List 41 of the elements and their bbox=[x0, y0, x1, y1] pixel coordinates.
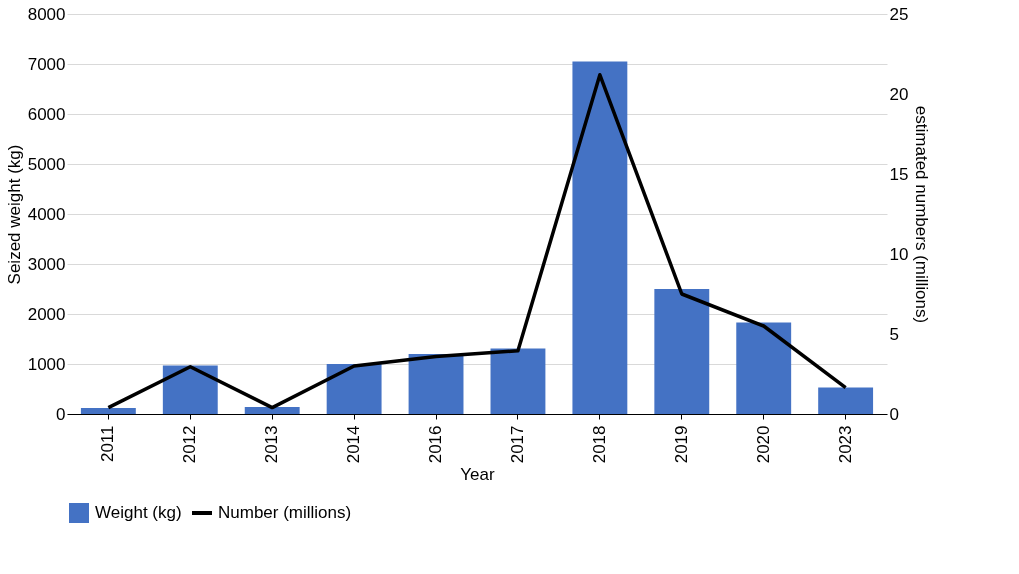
y2-tick-label: 25 bbox=[889, 4, 909, 24]
y2-tick-label: 15 bbox=[889, 164, 909, 184]
bar bbox=[490, 348, 546, 414]
bar bbox=[408, 354, 464, 414]
x-tick-label: 2017 bbox=[507, 425, 527, 464]
x-tick-label: 2019 bbox=[671, 425, 691, 464]
legend-label: Weight (kg) bbox=[95, 503, 182, 522]
bar bbox=[162, 365, 218, 414]
bar bbox=[654, 289, 710, 414]
bar bbox=[244, 407, 300, 414]
bar bbox=[818, 387, 874, 414]
x-axis-title: Year bbox=[460, 465, 496, 485]
y-tick-label: 3000 bbox=[27, 254, 66, 274]
bar bbox=[736, 322, 792, 414]
x-tick-label: 2011 bbox=[98, 425, 118, 463]
bar bbox=[326, 364, 382, 414]
y2-tick-label: 5 bbox=[889, 324, 899, 344]
y-tick-label: 0 bbox=[56, 404, 66, 424]
y-tick-label: 7000 bbox=[27, 54, 66, 74]
y2-tick-label: 10 bbox=[889, 244, 909, 264]
y2-axis-title: estimated numbers (millions) bbox=[912, 105, 932, 324]
x-tick-label: 2020 bbox=[753, 425, 773, 464]
y-tick-label: 5000 bbox=[27, 154, 66, 174]
y2-tick-label: 0 bbox=[889, 404, 899, 424]
x-tick-label: 2014 bbox=[344, 425, 364, 464]
y-tick-label: 2000 bbox=[27, 304, 66, 324]
y-tick-label: 4000 bbox=[27, 204, 66, 224]
x-tick-label: 2016 bbox=[426, 425, 446, 464]
y-tick-label: 1000 bbox=[27, 354, 66, 374]
x-tick-label: 2023 bbox=[835, 425, 855, 464]
y2-tick-label: 20 bbox=[889, 84, 909, 104]
y-tick-label: 8000 bbox=[27, 4, 66, 24]
bar bbox=[80, 408, 136, 414]
y-tick-label: 6000 bbox=[27, 104, 66, 124]
x-tick-label: 2013 bbox=[262, 425, 282, 464]
x-tick-label: 2018 bbox=[589, 425, 609, 464]
y-axis-title: Seized weight (kg) bbox=[4, 144, 24, 285]
x-tick-label: 2012 bbox=[180, 425, 200, 464]
legend-label: Number (millions) bbox=[218, 503, 352, 522]
bar bbox=[572, 61, 628, 414]
line-series bbox=[106, 73, 848, 410]
